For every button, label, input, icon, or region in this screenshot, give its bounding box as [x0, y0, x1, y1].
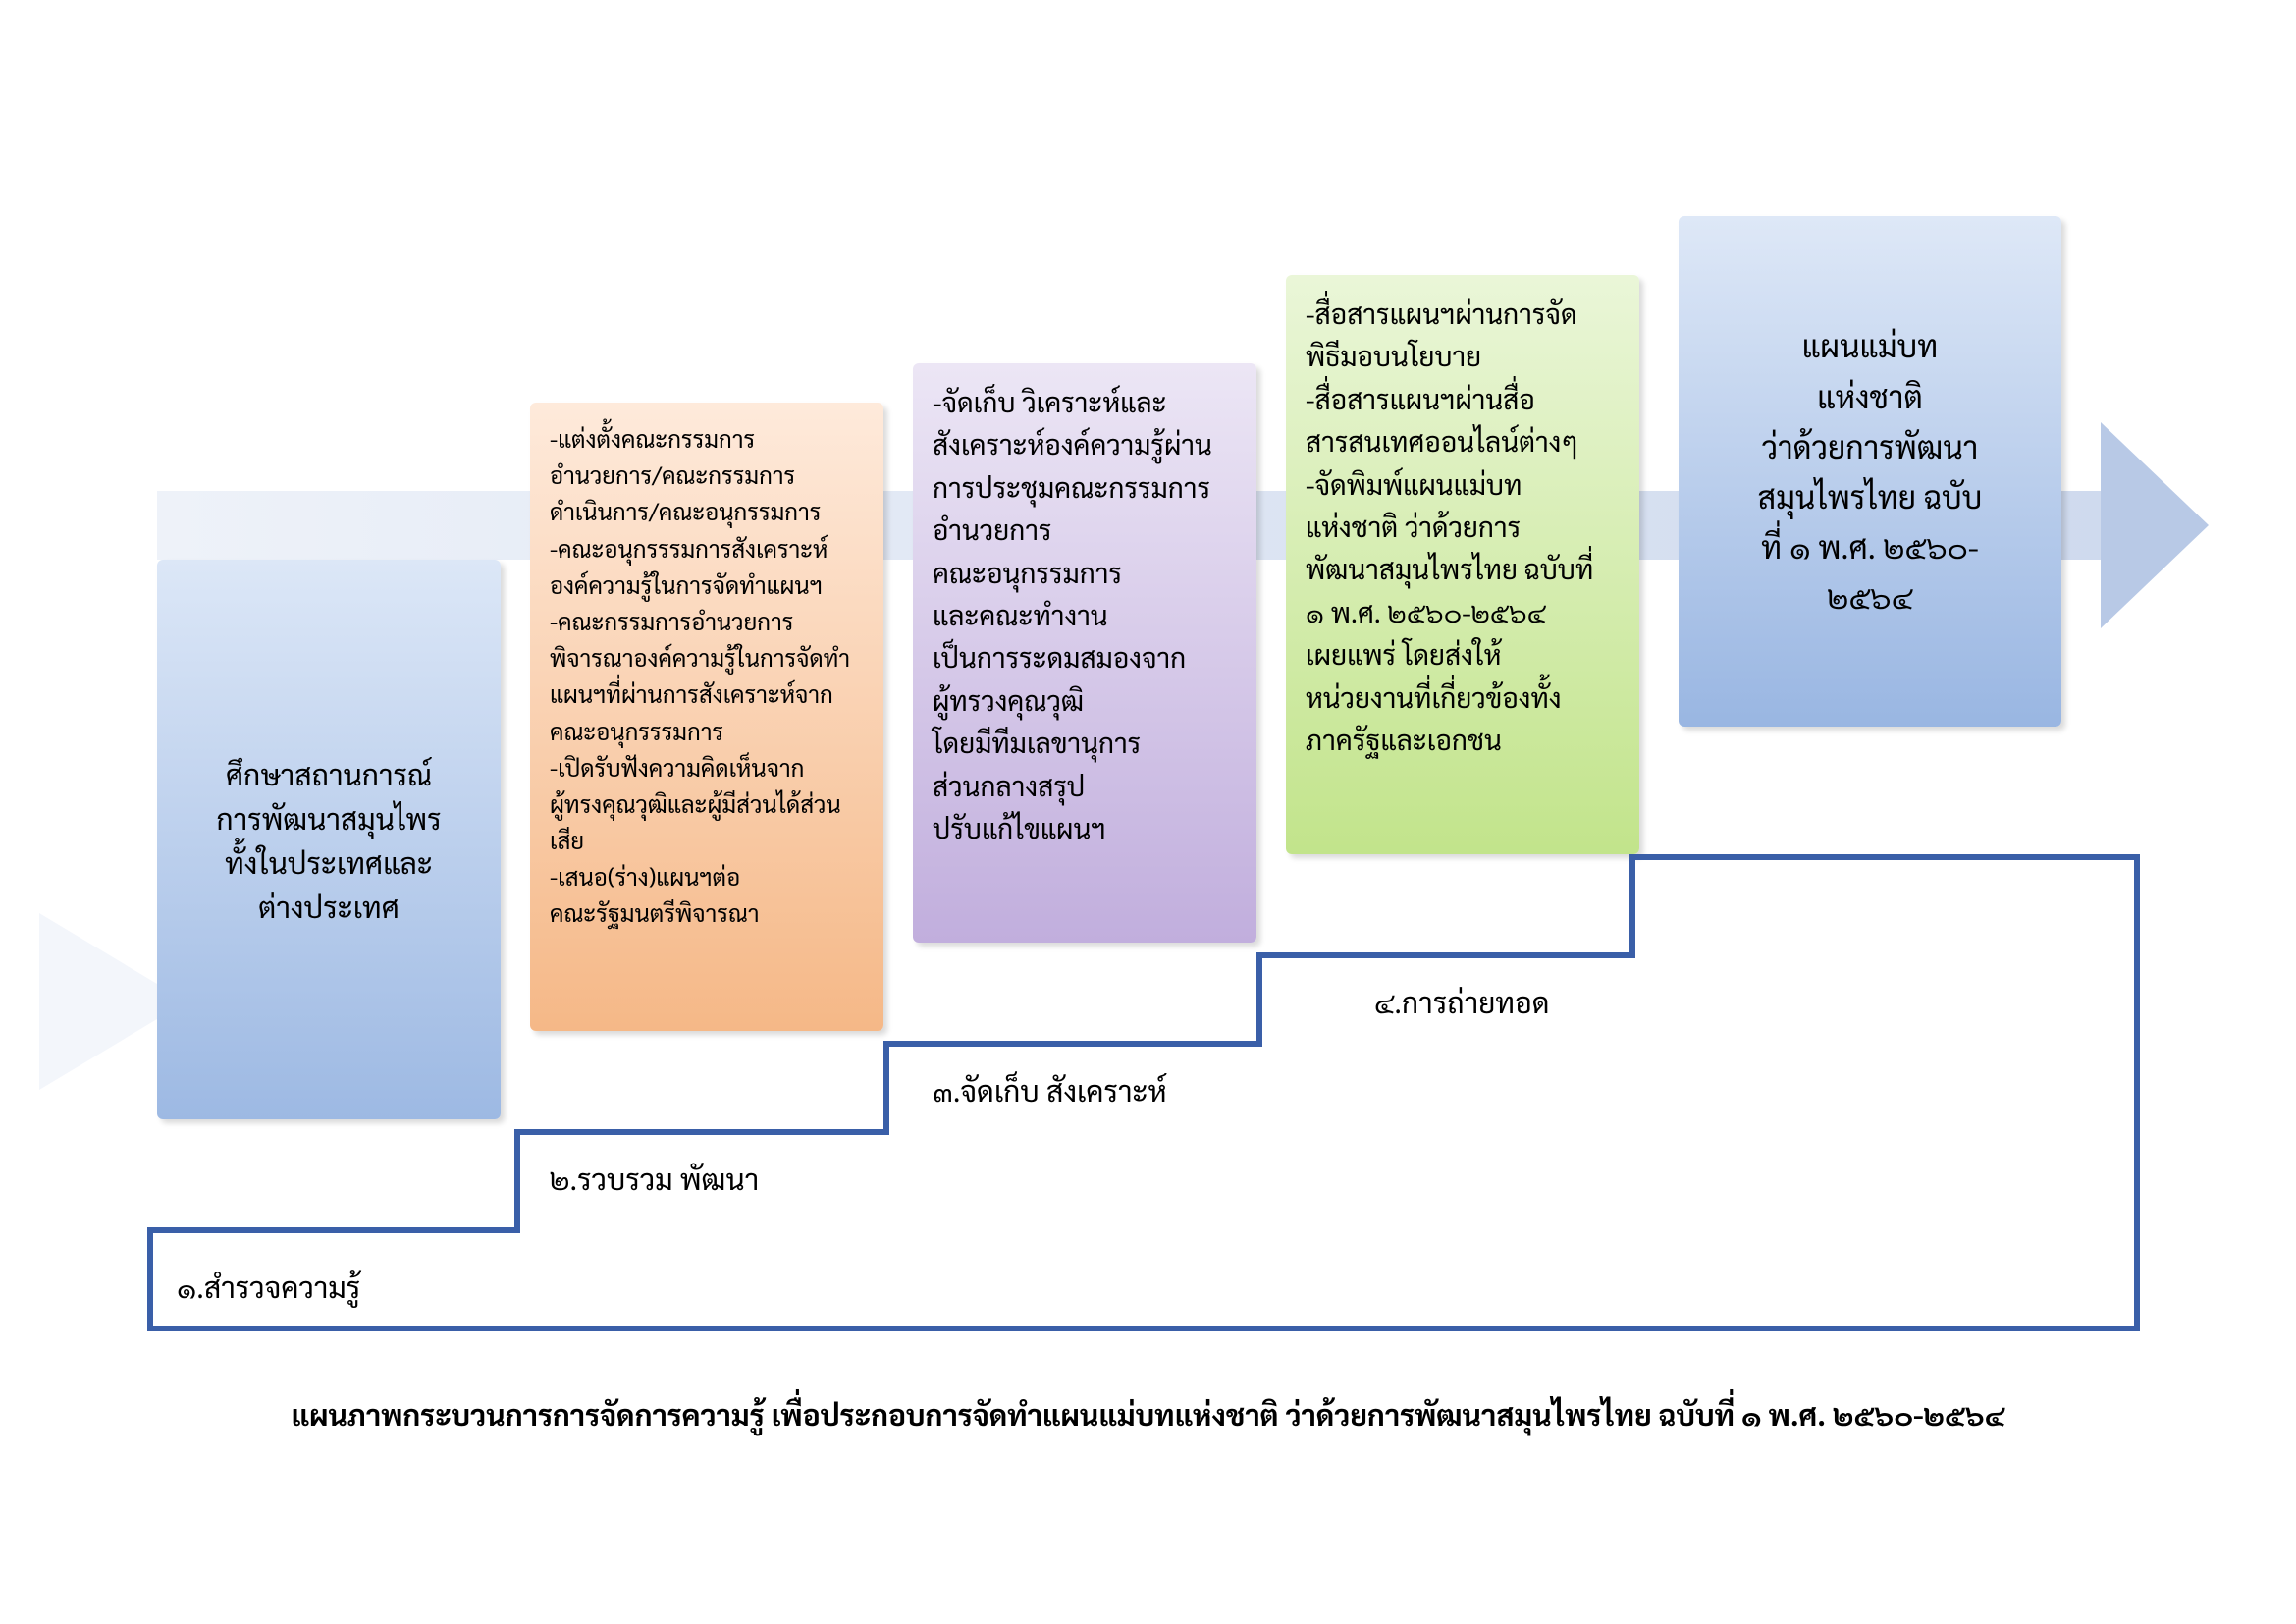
step-box-1-text: ศึกษาสถานการณ์การพัฒนาสมุนไพรทั้งในประเท… [216, 751, 441, 928]
stair-seg [514, 1129, 889, 1135]
stair-seg [1629, 854, 1635, 958]
step-box-3: -จัดเก็บ วิเคราะห์และสังเคราะห์องค์ความร… [913, 363, 1256, 943]
stair-seg [1256, 952, 1262, 1047]
stair-seg [1256, 952, 1635, 958]
step-label-3: ๓.จัดเก็บ สังเคราะห์ [933, 1070, 1167, 1109]
stair-seg [514, 1129, 520, 1233]
step-box-2: -แต่งตั้งคณะกรรมการอำนวยการ/คณะกรรมการดำ… [530, 403, 883, 1031]
step-label-1: ๑.สำรวจความรู้ [177, 1267, 360, 1305]
step-box-4-text: -สื่อสารแผนฯผ่านการจัดพิธีมอบนโยบาย-สื่อ… [1306, 293, 1620, 761]
step-label-4: ๔.การถ่ายทอด [1374, 982, 1549, 1020]
bracket-left [147, 1227, 153, 1331]
step-box-5: แผนแม่บทแห่งชาติว่าด้วยการพัฒนาสมุนไพรไท… [1679, 216, 2061, 727]
step-box-4: -สื่อสารแผนฯผ่านการจัดพิธีมอบนโยบาย-สื่อ… [1286, 275, 1639, 854]
step-box-5-text: แผนแม่บทแห่งชาติว่าด้วยการพัฒนาสมุนไพรไท… [1758, 320, 1983, 622]
arrow-head [2101, 422, 2209, 628]
step-box-3-text: -จัดเก็บ วิเคราะห์และสังเคราะห์องค์ความร… [933, 381, 1237, 849]
diagram-caption: แผนภาพกระบวนการการจัดการความรู้ เพื่อประ… [0, 1394, 2296, 1433]
stair-seg [147, 1227, 520, 1233]
stair-seg [883, 1041, 1262, 1047]
stair-seg [1629, 854, 2140, 860]
bracket-bottom [147, 1326, 2140, 1331]
step-box-1: ศึกษาสถานการณ์การพัฒนาสมุนไพรทั้งในประเท… [157, 560, 501, 1119]
bracket-right [2134, 854, 2140, 1331]
step-label-2: ๒.รวบรวม พัฒนา [550, 1159, 759, 1197]
stair-seg [883, 1041, 889, 1135]
step-box-2-text: -แต่งตั้งคณะกรรมการอำนวยการ/คณะกรรมการดำ… [550, 420, 864, 932]
